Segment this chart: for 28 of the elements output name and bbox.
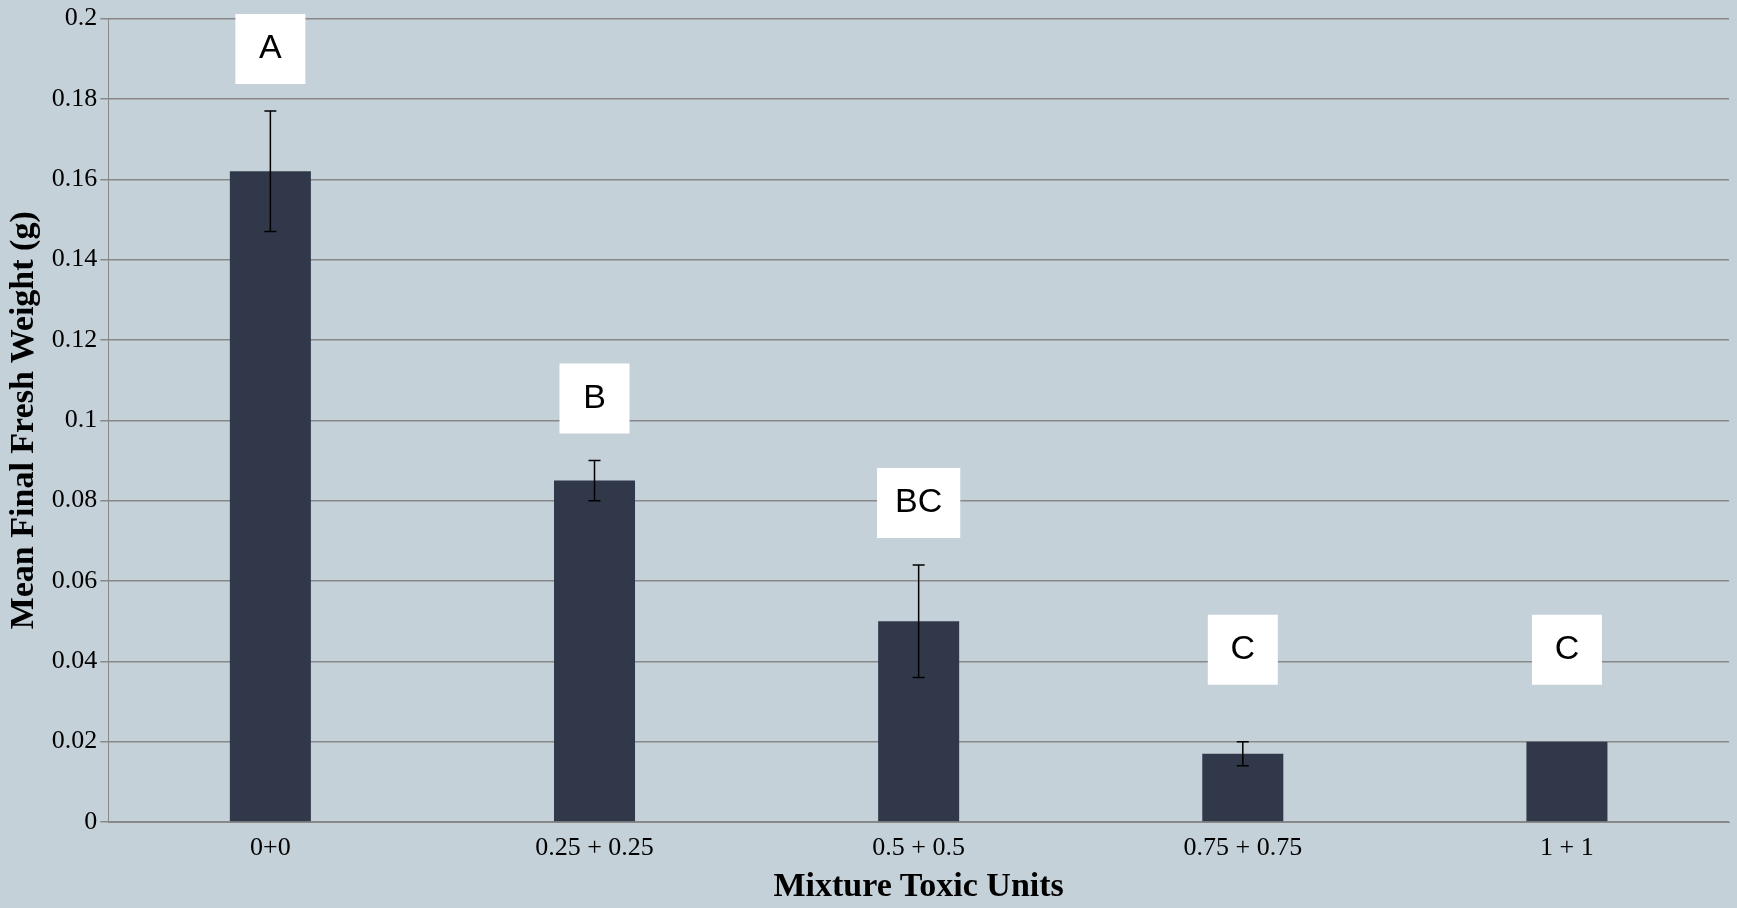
- x-tick-label: 0.25 + 0.25: [535, 832, 654, 862]
- x-axis-title: Mixture Toxic Units: [773, 866, 1064, 904]
- annotation: B: [583, 376, 606, 415]
- y-tick-label: 0.12: [51, 323, 98, 353]
- annotation: C: [1230, 628, 1256, 667]
- annotation: A: [259, 27, 283, 66]
- bar: [1526, 741, 1608, 822]
- x-tick-label: 0.5 + 0.5: [872, 832, 965, 862]
- bar: [229, 171, 311, 822]
- bar: [553, 480, 636, 822]
- bar: [1202, 753, 1284, 822]
- y-tick-label: 0.02: [51, 725, 98, 755]
- y-tick-label: 0.1: [64, 404, 98, 434]
- annotation: BC: [895, 481, 943, 520]
- y-tick-label: 0: [84, 805, 98, 835]
- y-tick-label: 0.04: [51, 645, 98, 675]
- x-tick-label: 0+0: [250, 832, 291, 862]
- y-tick-label: 0.16: [51, 163, 98, 193]
- y-tick-label: 0.18: [51, 82, 98, 112]
- y-tick-label: 0.14: [51, 243, 98, 273]
- y-axis-title: Mean Final Fresh Weight (g): [3, 211, 42, 630]
- y-tick-label: 0.06: [51, 564, 98, 594]
- x-tick-label: 1 + 1: [1540, 832, 1594, 862]
- bar: [878, 621, 960, 822]
- y-tick-label: 0.08: [51, 484, 98, 514]
- y-tick-label: 0.2: [64, 2, 98, 32]
- annotation: C: [1554, 628, 1580, 667]
- x-tick-label: 0.75 + 0.75: [1183, 832, 1303, 862]
